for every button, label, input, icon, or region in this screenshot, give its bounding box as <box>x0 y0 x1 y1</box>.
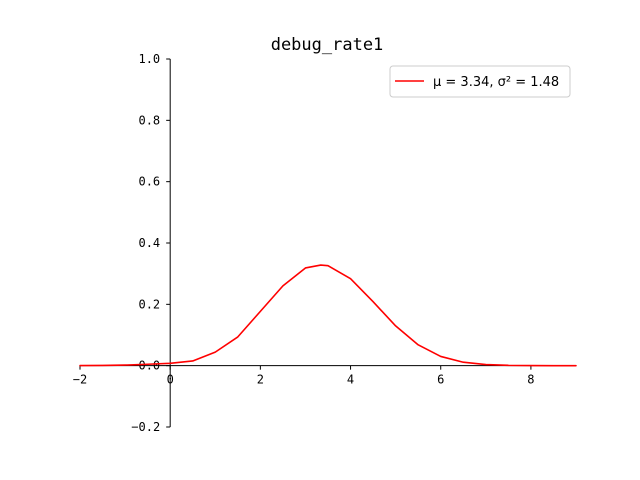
y-tick-label: 0.0 <box>138 359 160 373</box>
ticks: −2 0 2 4 6 8 −0.2 0.0 0.2 0.4 0.6 0.8 1.0 <box>73 52 535 434</box>
x-tick-label: 8 <box>527 373 534 387</box>
legend-box <box>389 65 571 98</box>
y-tick-label: 1.0 <box>138 52 160 66</box>
y-tick-label: 0.4 <box>138 236 160 250</box>
x-tick-label: 4 <box>347 373 354 387</box>
x-tick-label: 6 <box>437 373 444 387</box>
legend-label: μ = 3.34, σ² = 1.48 <box>433 75 559 90</box>
x-tick-label: 0 <box>167 373 174 387</box>
y-tick-label: −0.2 <box>131 420 160 434</box>
chart-title: debug_rate1 <box>271 35 384 55</box>
series-line <box>79 264 577 367</box>
y-tick-label: 0.6 <box>138 175 160 189</box>
x-tick-label: −2 <box>73 373 87 387</box>
series-layer <box>79 264 577 367</box>
y-tick-label: 0.8 <box>138 113 160 127</box>
y-tick-label: 0.2 <box>138 297 160 311</box>
legend: μ = 3.34, σ² = 1.48 <box>389 65 571 98</box>
x-tick-label: 2 <box>257 373 264 387</box>
